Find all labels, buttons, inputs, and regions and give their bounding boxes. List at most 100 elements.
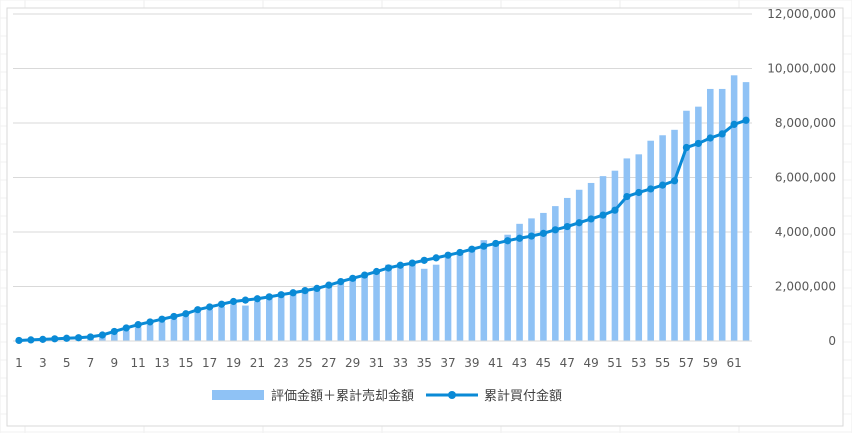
bar [170,319,178,341]
bar [349,279,356,341]
legend-line-marker [448,391,456,399]
bar [265,298,273,341]
bar [540,212,547,341]
line-point [623,192,631,201]
bar [492,242,500,341]
line-point [515,234,524,242]
line-point [730,120,738,128]
line-point [587,215,595,223]
x-tick-label: 37 [440,356,455,370]
x-tick-label: 57 [679,356,694,370]
bar [134,327,142,341]
line-point [670,177,679,185]
bar [552,206,559,341]
line-point [396,261,404,269]
line-point [206,303,214,311]
bar [289,293,297,341]
legend: 評価金額＋累計売却金額 累計買付金額 [212,388,562,404]
chart-area-border [6,7,844,427]
bar [277,296,285,341]
y-tick-labels: 0 2,000,000 4,000,000 6,000,000 8,000,000 10,… [767,7,836,348]
line-point [408,259,416,267]
x-tick-label: 33 [393,356,408,370]
bar [254,301,261,341]
bar [659,135,666,341]
bar [420,268,428,341]
bar [587,182,595,341]
line-point [647,185,655,193]
bar [409,261,416,341]
bar [313,290,321,341]
x-tick-label: 55 [655,356,670,370]
line-point [432,254,440,262]
x-tick-label: 1 [15,356,23,370]
x-tick-label: 29 [345,356,360,370]
legend-bar-swatch [212,390,264,400]
bar-series [15,75,750,342]
line-point [158,315,166,323]
bar [563,197,571,341]
line-point [742,116,750,124]
line-point [277,291,285,299]
line-point [539,229,548,237]
bar [718,88,726,341]
x-tick-label: 7 [87,356,95,370]
bar [623,158,631,341]
line-point [468,245,476,253]
bar [122,330,130,341]
line-point [229,297,238,306]
bar [242,305,249,341]
x-tick-label: 27 [321,356,336,370]
line-point [217,300,226,308]
line-point [194,306,202,314]
x-tick-label: 35 [417,356,432,370]
bar [695,106,702,342]
legend-bar-label: 評価金額＋累計売却金額 [271,388,414,404]
bar [683,110,690,341]
x-tick-label: 59 [703,356,718,370]
bar [575,189,583,341]
y-tick-label: 0 [828,334,836,348]
line-point [372,267,381,276]
y-tick-label: 12,000,000 [767,7,836,21]
x-tick-label: 17 [202,356,217,370]
bar [158,321,166,341]
line-point [444,251,452,259]
x-tick-label: 43 [512,356,527,370]
line-point [170,312,178,321]
x-tick-label: 23 [274,356,289,370]
bar [516,223,523,341]
x-tick-label: 25 [297,356,312,370]
bar [468,246,476,341]
bar [397,263,404,341]
line-point [492,239,500,248]
bar [301,291,309,341]
line-point [384,264,393,272]
bar [611,170,619,341]
line-point [51,335,59,343]
line-point [265,293,273,301]
line-point [253,295,261,303]
line-point [659,181,667,189]
line-point [694,139,702,148]
line-point [337,277,345,286]
line-point [480,242,488,250]
line-point [718,130,726,138]
bar [194,312,202,341]
x-tick-label: 9 [110,356,118,370]
line-point [289,289,297,297]
line-point [504,237,512,245]
line-point [122,324,130,332]
line-point [611,206,619,214]
line-point [575,219,583,227]
line-point [27,336,35,344]
bar [599,176,607,341]
x-tick-label: 45 [536,356,551,370]
line-point [74,334,83,342]
x-tick-label: 39 [464,356,479,370]
x-tick-label: 41 [488,356,503,370]
legend-item-line: 累計買付金額 [426,388,562,404]
y-tick-label: 6,000,000 [775,171,836,185]
line-point [361,271,369,279]
